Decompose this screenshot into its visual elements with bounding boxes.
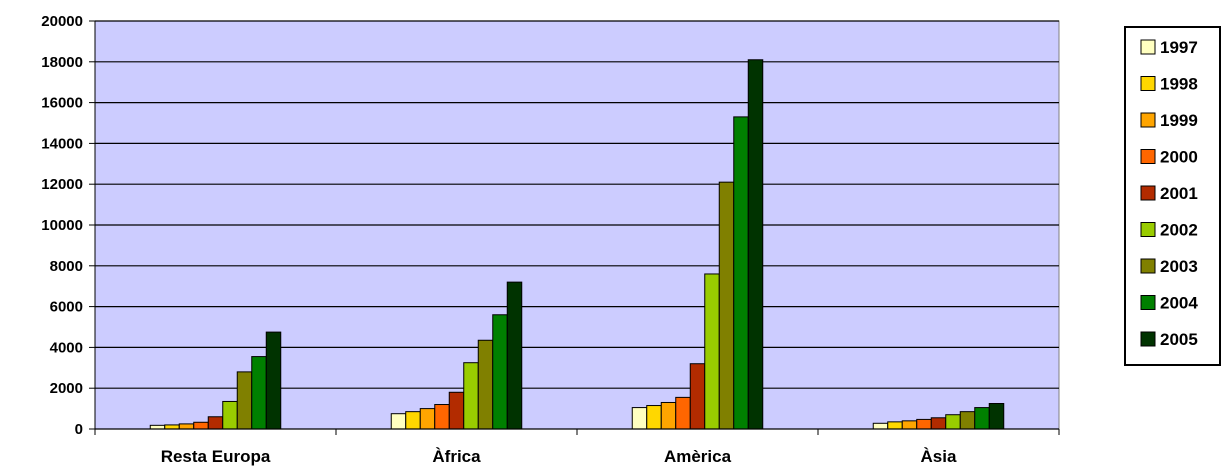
legend-label: 2005 — [1160, 330, 1198, 349]
legend-label: 2000 — [1160, 148, 1198, 167]
y-tick-label: 16000 — [41, 95, 83, 112]
y-tick-label: 2000 — [50, 380, 83, 397]
bar-2005 — [506, 281, 523, 430]
bar-1998 — [164, 424, 180, 430]
bar-2001 — [448, 391, 465, 430]
bar-2000 — [916, 418, 932, 430]
legend-label: 1997 — [1160, 38, 1198, 57]
bar-2000 — [193, 421, 209, 430]
legend-swatch-2001 — [1140, 185, 1156, 201]
legend-swatch-1999 — [1140, 112, 1156, 128]
x-category-label: Resta Europa — [161, 447, 271, 466]
legend-label: 2003 — [1160, 257, 1198, 276]
y-tick-labels: 0 2000 4000 6000 8000 10000 12000 14000 16000 180… — [41, 13, 83, 438]
y-tick-label: 4000 — [50, 339, 83, 356]
bar-2003 — [236, 371, 253, 430]
bar-2002 — [463, 362, 479, 430]
bar-2002 — [704, 273, 720, 430]
legend-label: 2004 — [1160, 294, 1198, 313]
y-tick-label: 14000 — [41, 135, 83, 152]
y-tick-label: 12000 — [41, 176, 83, 193]
x-category-labels: Resta Europa Àfrica Amèrica Àsia — [161, 447, 957, 466]
bar-2000 — [434, 404, 450, 430]
y-tick-label: 6000 — [50, 299, 83, 316]
legend-label: 1998 — [1160, 75, 1198, 94]
legend-label: 1999 — [1160, 111, 1198, 130]
bar-2005 — [747, 59, 764, 430]
axes — [89, 20, 1060, 435]
legend-swatch-2005 — [1140, 331, 1156, 347]
legend-label: 2002 — [1160, 221, 1198, 240]
bar-1997 — [390, 413, 407, 430]
legend-swatch-2003 — [1140, 258, 1156, 274]
legend-swatch-2004 — [1140, 295, 1156, 310]
bars — [149, 59, 1005, 430]
bar-1998 — [887, 421, 903, 430]
bar-2003 — [718, 181, 735, 430]
bar-2004 — [251, 356, 267, 430]
bar-1999 — [178, 423, 195, 430]
bar-1997 — [631, 407, 648, 430]
bar-2002 — [222, 400, 238, 430]
legend: 1997 1998 1999 2000 2001 2002 2003 2004 2005 — [1124, 26, 1221, 366]
x-category-label: Àsia — [921, 447, 957, 466]
legend-swatch-1997 — [1140, 39, 1156, 55]
bar-1999 — [660, 401, 677, 430]
bar-2001 — [207, 416, 224, 430]
bar-2004 — [733, 116, 749, 430]
bar-2000 — [675, 396, 691, 430]
legend-label: 2001 — [1160, 184, 1198, 203]
legend-swatch-1998 — [1140, 76, 1156, 91]
bar-1999 — [419, 408, 436, 430]
bar-1998 — [646, 405, 662, 430]
bar-2005 — [988, 403, 1005, 430]
bar-1997 — [872, 422, 889, 430]
bar-2004 — [492, 314, 508, 430]
bar-1998 — [405, 411, 421, 430]
bar-2002 — [945, 414, 961, 430]
y-tick-label: 0 — [75, 421, 83, 438]
bar-2001 — [689, 363, 706, 430]
x-category-label: Àfrica — [432, 447, 481, 466]
y-tick-label: 10000 — [41, 217, 83, 234]
bar-2005 — [265, 331, 282, 430]
x-category-label: Amèrica — [664, 447, 732, 466]
bar-1999 — [901, 420, 918, 430]
legend-swatch-2002 — [1140, 222, 1156, 237]
bar-2004 — [974, 407, 990, 430]
y-tick-label: 18000 — [41, 54, 83, 71]
bar-2003 — [477, 339, 494, 430]
bar-2003 — [959, 411, 976, 430]
y-tick-label: 8000 — [50, 258, 83, 275]
y-tick-label: 20000 — [41, 13, 83, 30]
legend-swatch-2000 — [1140, 149, 1156, 164]
bar-2001 — [930, 417, 947, 430]
